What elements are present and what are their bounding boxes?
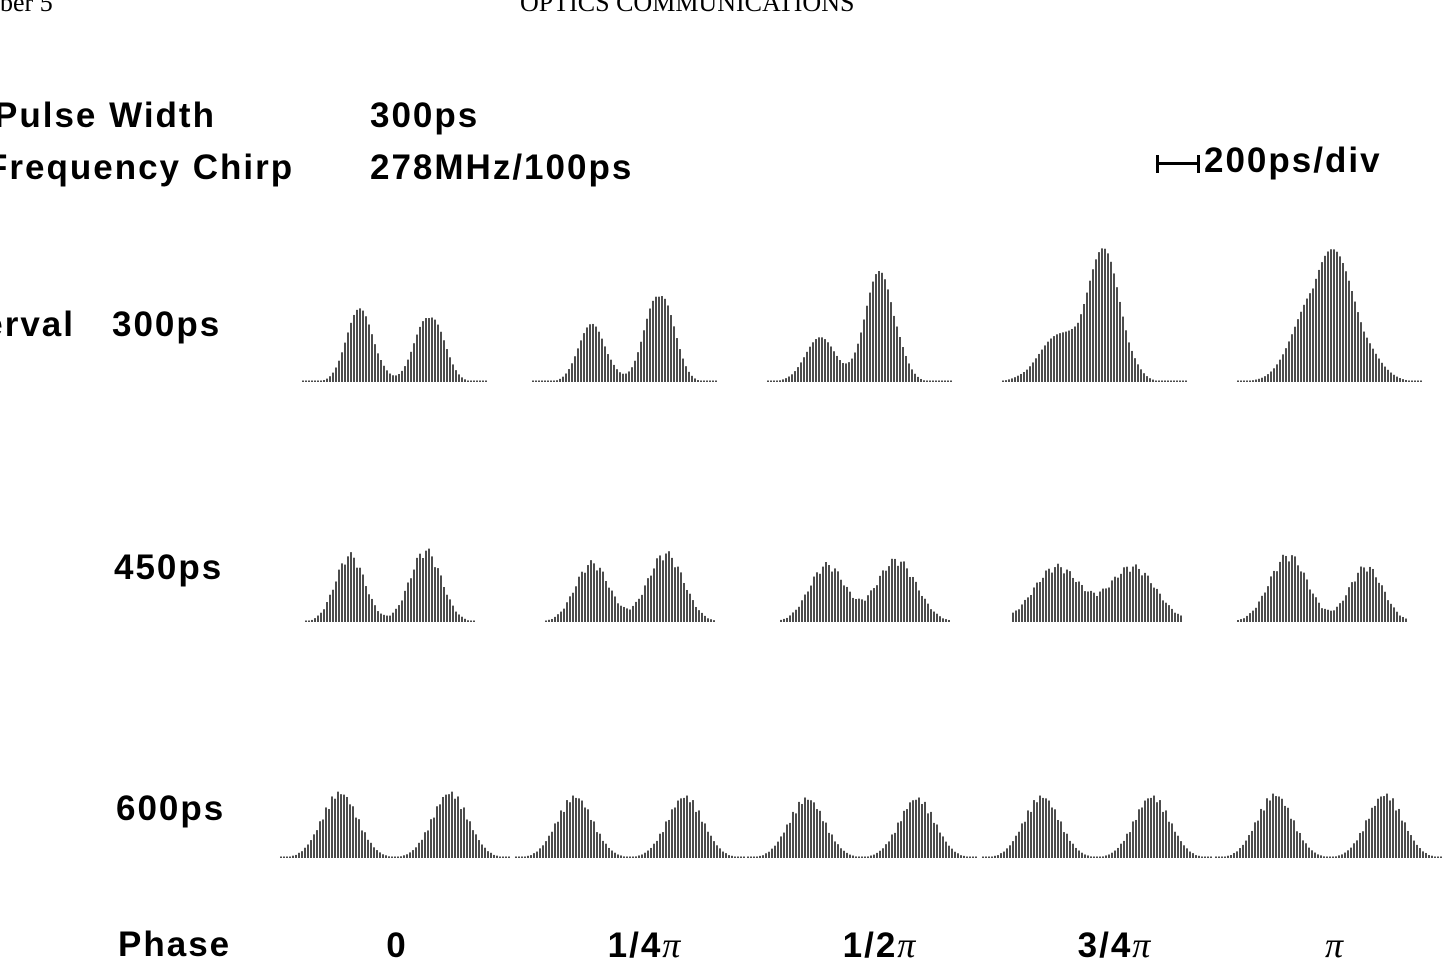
pulse-trace — [545, 551, 715, 622]
time-scale-text: 200ps/div — [1204, 141, 1382, 180]
row-label-450ps: 450ps — [114, 548, 224, 587]
pulse-trace — [747, 797, 977, 858]
pulse-trace — [305, 548, 475, 622]
running-header-journal: OPTICS COMMUNICATIONS — [520, 0, 855, 17]
pulse-width-label: Pulse Width — [0, 96, 216, 135]
pulse-trace — [515, 795, 745, 858]
phase-label: Phase — [118, 925, 232, 964]
pulse-trace — [532, 296, 717, 382]
phase-num: 1/4 — [607, 926, 663, 965]
pulse-trace — [1237, 249, 1422, 382]
phase-tick-label: 1/4π — [585, 927, 705, 963]
phase-tick-label: π — [1275, 927, 1395, 963]
pulse-trace — [982, 795, 1212, 858]
row-label-300ps: 300ps — [112, 305, 222, 344]
phase-tick-label: 0 — [337, 927, 457, 963]
pulse-trace — [767, 271, 952, 382]
pulse-trace — [1012, 563, 1182, 622]
pulse-width-value: 300ps — [370, 96, 480, 135]
pulse-trace — [780, 558, 950, 622]
pi-symbol: π — [1132, 925, 1153, 965]
running-header-issue: ber 5 — [0, 0, 53, 17]
pulse-trace — [1002, 248, 1187, 382]
time-scale: 200ps/div — [1156, 143, 1382, 178]
phase-tick-label: 3/4π — [1055, 927, 1175, 963]
chirp-value: 278MHz/100ps — [370, 148, 634, 187]
pulse-trace — [1215, 793, 1442, 858]
phase-tick-label: 1/2π — [820, 927, 940, 963]
phase-num: 0 — [386, 926, 408, 965]
chirp-label: Frequency Chirp — [0, 148, 295, 187]
phase-num: 1/2 — [842, 926, 898, 965]
scale-bar-icon — [1156, 155, 1200, 173]
pulse-trace — [280, 791, 510, 858]
pi-symbol: π — [897, 925, 918, 965]
interval-label: Interval — [0, 305, 75, 344]
phase-num: 3/4 — [1077, 926, 1133, 965]
pulse-trace — [1237, 554, 1407, 622]
row-label-600ps: 600ps — [116, 789, 226, 828]
pi-symbol: π — [1324, 925, 1346, 965]
pulse-trace — [302, 308, 487, 382]
pi-symbol: π — [662, 925, 683, 965]
